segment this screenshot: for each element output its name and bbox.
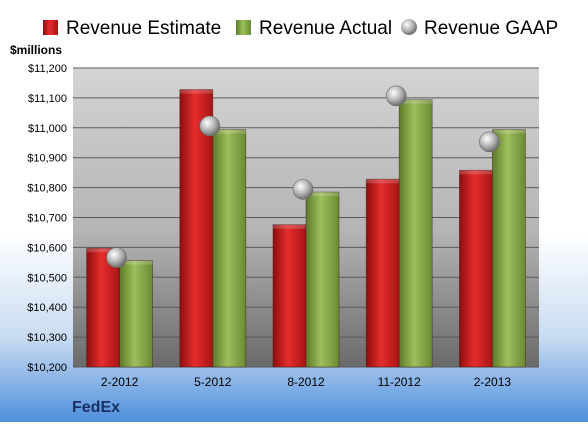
legend-item-actual: Revenue Actual xyxy=(236,18,392,39)
y-tick-label: $10,600 xyxy=(27,242,67,254)
legend-item-estimate: Revenue Estimate xyxy=(43,18,221,39)
x-axis-ticks: 2-2012 5-2012 8-2012 11-2012 2-2013 xyxy=(101,375,511,389)
bar-estimate-top xyxy=(179,89,213,94)
bar-estimate xyxy=(272,224,307,368)
y-tick-label: $11,100 xyxy=(28,93,67,105)
y-axis-ticks: $10,200 $10,300 $10,400 $10,500 $10,600 $10,7… xyxy=(27,63,67,374)
bar-actual xyxy=(398,99,433,368)
gaap-marker xyxy=(106,247,127,268)
y-tick-label: $11,000 xyxy=(28,123,67,135)
bar-estimate-top xyxy=(459,170,493,175)
bar-actual-top xyxy=(119,260,153,265)
y-tick-label: $10,200 xyxy=(27,362,67,374)
bar-estimate xyxy=(365,178,400,368)
gaap-marker xyxy=(479,131,500,153)
bar-estimate xyxy=(458,169,493,368)
legend: Revenue Estimate Revenue Actual Revenue … xyxy=(43,18,558,39)
legend-item-gaap: Revenue GAAP xyxy=(401,18,558,39)
bar-estimate-top xyxy=(86,248,120,253)
x-tick-label: 5-2012 xyxy=(194,375,232,389)
bar-actual-top xyxy=(212,129,246,134)
bar-actual xyxy=(212,129,247,368)
gaap-marker xyxy=(385,85,407,107)
bar-estimate-top xyxy=(366,179,400,184)
x-tick-label: 11-2012 xyxy=(378,375,421,389)
bar-actual xyxy=(491,129,526,368)
legend-swatch-estimate xyxy=(43,20,58,35)
y-axis-unit-label: $millions xyxy=(10,43,62,57)
company-label: FedEx xyxy=(72,399,120,416)
y-tick-label: $10,800 xyxy=(27,183,67,195)
y-tick-label: $11,200 xyxy=(28,63,67,75)
y-tick-label: $10,700 xyxy=(27,213,67,225)
bar-actual xyxy=(119,260,153,368)
y-tick-label: $10,900 xyxy=(27,153,67,165)
legend-swatch-gaap xyxy=(401,19,417,35)
legend-label-gaap: Revenue GAAP xyxy=(424,18,558,39)
legend-label-estimate: Revenue Estimate xyxy=(66,18,221,39)
bar-actual-top xyxy=(399,99,433,104)
y-tick-label: $10,500 xyxy=(27,272,67,284)
bar-actual xyxy=(305,191,340,368)
x-tick-label: 2-2012 xyxy=(101,375,139,389)
legend-label-actual: Revenue Actual xyxy=(259,18,392,39)
bar-estimate-top xyxy=(273,224,306,229)
bar-actual-top xyxy=(306,192,339,197)
legend-swatch-actual xyxy=(236,20,251,35)
gaap-marker xyxy=(292,179,314,200)
y-tick-label: $10,300 xyxy=(27,332,67,344)
bar-actual-top xyxy=(492,129,526,134)
x-tick-label: 2-2013 xyxy=(474,375,512,389)
x-tick-label: 8-2012 xyxy=(287,375,325,389)
gaap-markers xyxy=(106,85,500,268)
y-tick-label: $10,400 xyxy=(27,302,67,314)
gaap-marker xyxy=(199,115,221,137)
